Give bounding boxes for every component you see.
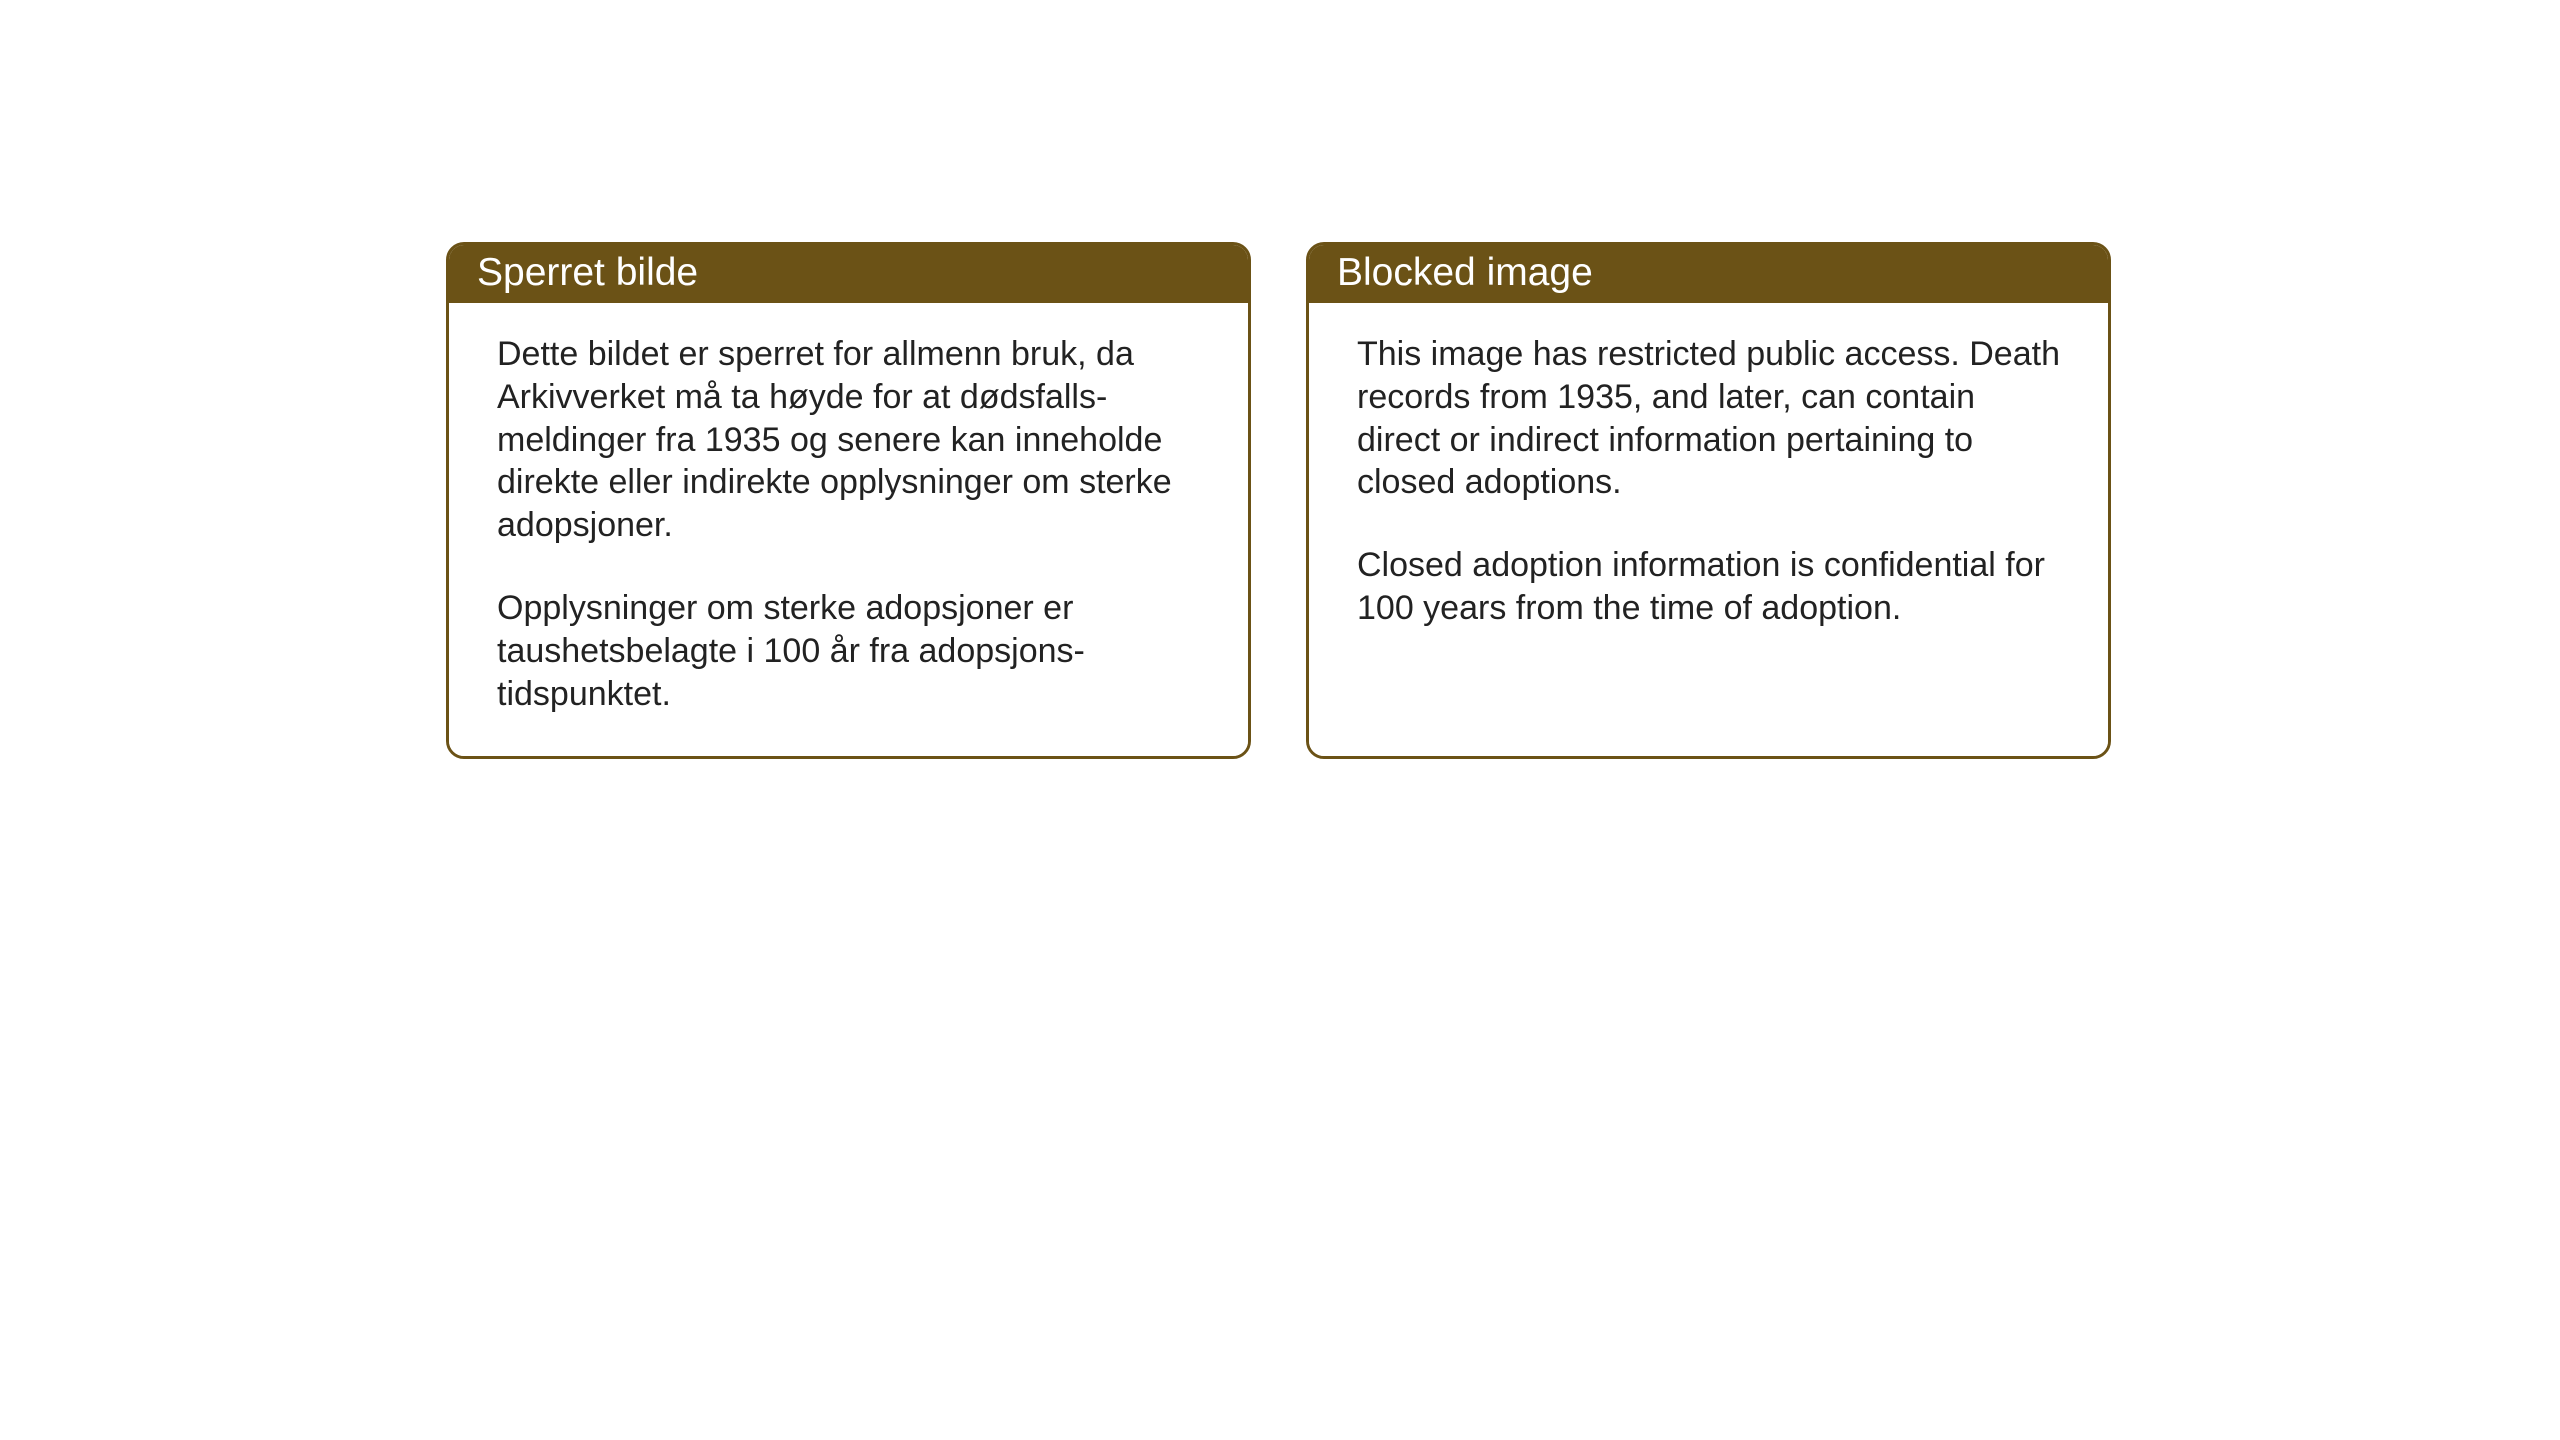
panel-title-norwegian: Sperret bilde [449, 245, 1248, 303]
panel-title-english: Blocked image [1309, 245, 2108, 303]
panel-body-norwegian: Dette bildet er sperret for allmenn bruk… [449, 303, 1248, 756]
panel-norwegian: Sperret bilde Dette bildet er sperret fo… [446, 242, 1251, 759]
notice-panels-container: Sperret bilde Dette bildet er sperret fo… [0, 0, 2560, 759]
panel-english: Blocked image This image has restricted … [1306, 242, 2111, 759]
panel-text-norwegian-2: Opplysninger om sterke adopsjoner er tau… [497, 587, 1206, 715]
panel-text-english-1: This image has restricted public access.… [1357, 333, 2066, 504]
panel-body-english: This image has restricted public access.… [1309, 303, 2108, 756]
panel-text-norwegian-1: Dette bildet er sperret for allmenn bruk… [497, 333, 1206, 547]
panel-text-english-2: Closed adoption information is confident… [1357, 544, 2066, 630]
